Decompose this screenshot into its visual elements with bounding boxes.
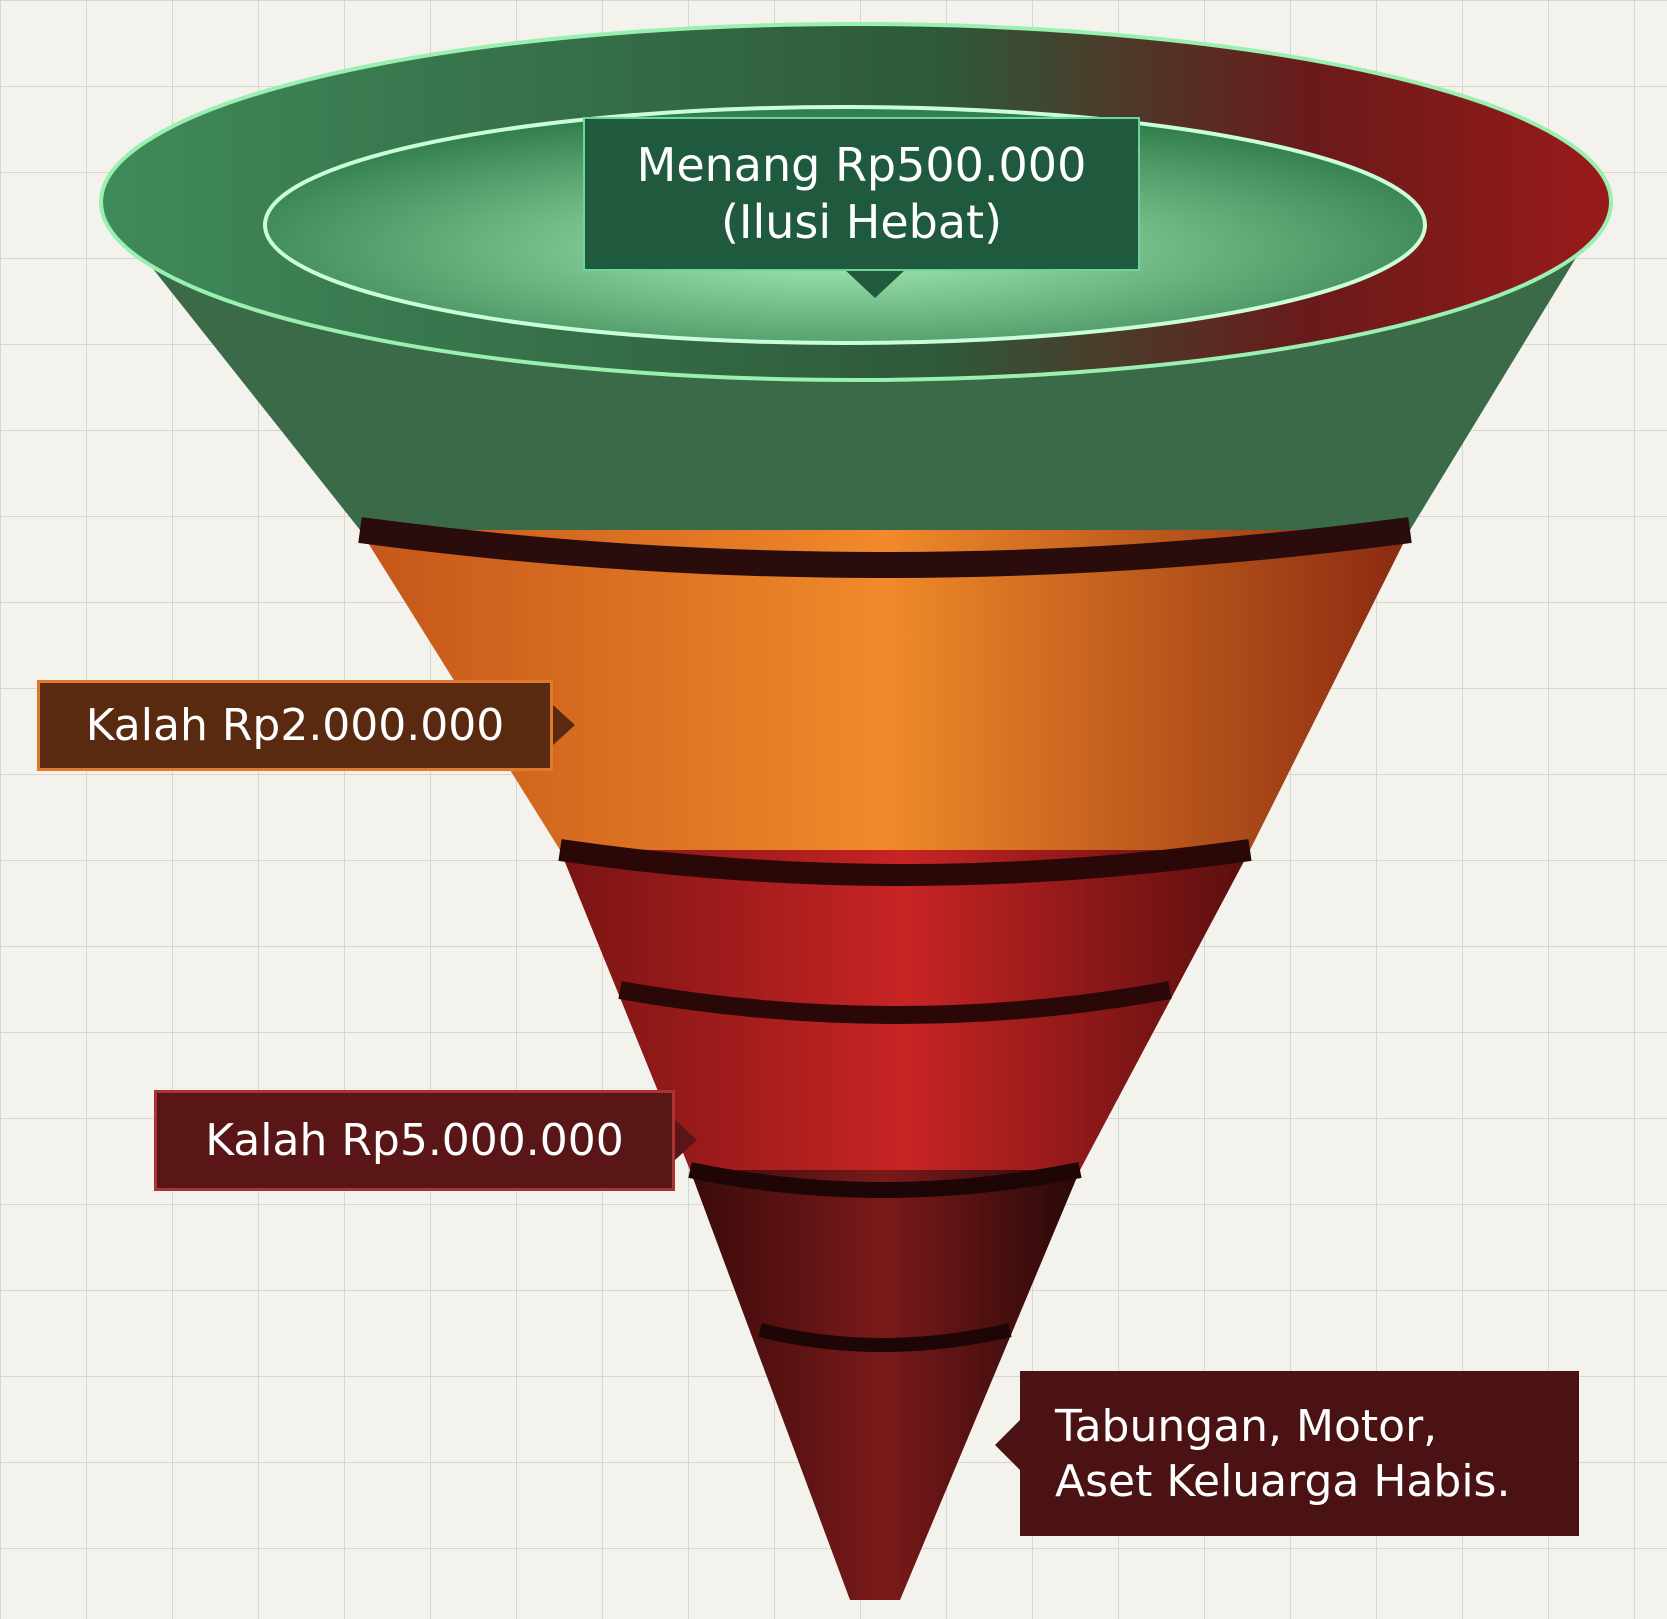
callout-text: Tabungan, Motor, bbox=[1055, 1399, 1437, 1454]
page: Menang Rp500.000(Ilusi Hebat) Kalah Rp2.… bbox=[0, 0, 1667, 1619]
callout: Kalah Rp2.000.000 bbox=[37, 680, 553, 771]
callout: Tabungan, Motor,Aset Keluarga Habis. bbox=[1020, 1371, 1579, 1536]
callout-text: Aset Keluarga Habis. bbox=[1055, 1454, 1510, 1509]
callout: Menang Rp500.000(Ilusi Hebat) bbox=[583, 117, 1140, 271]
callout: Kalah Rp5.000.000 bbox=[154, 1090, 675, 1191]
callout-text: (Ilusi Hebat) bbox=[721, 194, 1002, 252]
callout-text: Kalah Rp2.000.000 bbox=[86, 698, 505, 753]
callout-text: Kalah Rp5.000.000 bbox=[205, 1113, 624, 1168]
callout-text: Menang Rp500.000 bbox=[637, 137, 1087, 195]
